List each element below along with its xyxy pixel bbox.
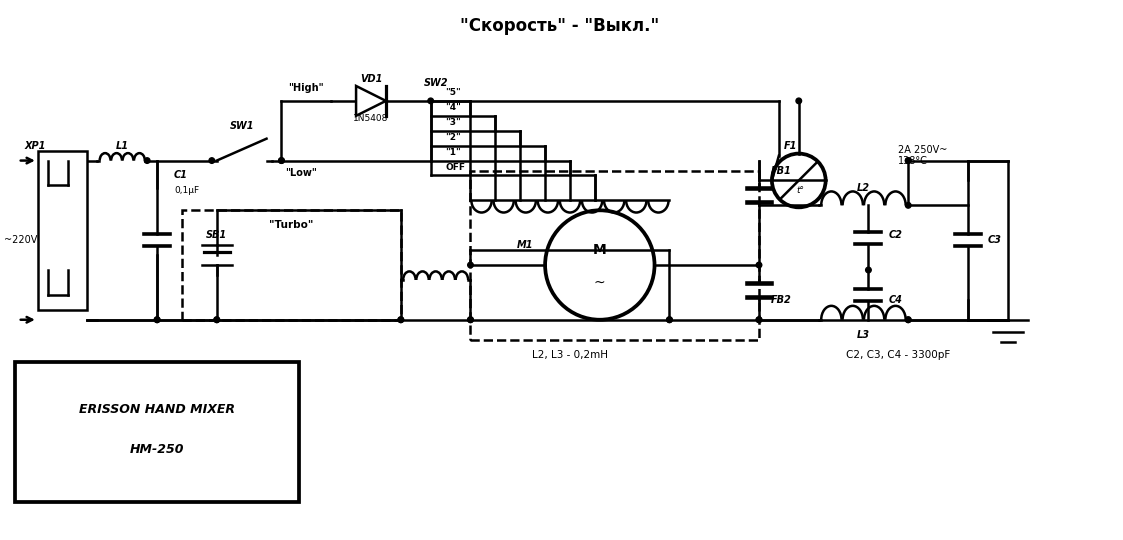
- Text: ~220V: ~220V: [4, 235, 37, 245]
- Text: OFF: OFF: [446, 163, 466, 172]
- FancyBboxPatch shape: [15, 361, 300, 502]
- Circle shape: [905, 158, 911, 164]
- Bar: [38, 151, 88, 310]
- Circle shape: [467, 262, 473, 268]
- Text: C2, C3, C4 - 3300pF: C2, C3, C4 - 3300pF: [846, 349, 950, 360]
- Text: VD1: VD1: [359, 74, 382, 84]
- Text: C1: C1: [174, 171, 188, 180]
- Circle shape: [905, 317, 911, 322]
- Circle shape: [905, 158, 911, 164]
- Circle shape: [667, 317, 673, 322]
- Text: M1: M1: [517, 240, 533, 250]
- Text: "5": "5": [446, 89, 462, 97]
- Circle shape: [154, 317, 159, 322]
- Circle shape: [214, 317, 220, 322]
- Circle shape: [145, 158, 150, 164]
- Circle shape: [467, 317, 473, 322]
- Text: SW2: SW2: [423, 78, 448, 88]
- Circle shape: [905, 317, 911, 322]
- Circle shape: [398, 317, 403, 322]
- Circle shape: [398, 317, 403, 322]
- Circle shape: [428, 98, 433, 104]
- Circle shape: [279, 158, 284, 164]
- Text: 1N5408: 1N5408: [354, 114, 389, 123]
- Text: L2: L2: [857, 184, 870, 193]
- Polygon shape: [356, 86, 386, 116]
- Text: "4": "4": [446, 103, 462, 112]
- Text: "2": "2": [446, 133, 462, 142]
- Text: "Low": "Low": [285, 167, 318, 178]
- Circle shape: [905, 202, 911, 208]
- Text: "3": "3": [446, 118, 462, 127]
- Circle shape: [866, 267, 871, 273]
- Circle shape: [756, 262, 761, 268]
- Text: C3: C3: [988, 235, 1002, 245]
- Circle shape: [796, 98, 802, 104]
- Circle shape: [209, 158, 214, 164]
- Circle shape: [279, 158, 284, 164]
- Text: FB2: FB2: [770, 295, 792, 305]
- Text: 2A 250V~
138°C: 2A 250V~ 138°C: [898, 145, 948, 166]
- Circle shape: [154, 317, 159, 322]
- Text: HM-250: HM-250: [130, 443, 184, 456]
- Text: FB1: FB1: [770, 166, 792, 176]
- Text: C4: C4: [888, 295, 902, 305]
- Text: "1": "1": [446, 148, 462, 157]
- Text: M: M: [593, 243, 606, 257]
- Text: F1: F1: [784, 140, 797, 151]
- Text: "Turbo": "Turbo": [270, 220, 313, 230]
- Text: "Скорость" - "Выкл.": "Скорость" - "Выкл.": [460, 17, 659, 35]
- Circle shape: [467, 317, 473, 322]
- Circle shape: [214, 317, 220, 322]
- Text: XP1: XP1: [24, 140, 45, 151]
- Text: L2, L3 - 0,2mH: L2, L3 - 0,2mH: [532, 349, 608, 360]
- Text: t°: t°: [797, 186, 805, 195]
- Circle shape: [667, 317, 673, 322]
- Text: SB1: SB1: [207, 230, 227, 240]
- Text: "High": "High": [289, 83, 325, 93]
- Text: L3: L3: [857, 329, 870, 340]
- Text: SW1: SW1: [229, 121, 254, 131]
- Text: L1: L1: [116, 140, 129, 151]
- Text: ERISSON HAND MIXER: ERISSON HAND MIXER: [79, 403, 235, 416]
- Text: C2: C2: [888, 230, 902, 240]
- Text: 0,1μF: 0,1μF: [174, 186, 199, 195]
- Text: ~: ~: [594, 276, 605, 290]
- Circle shape: [756, 317, 761, 322]
- Circle shape: [756, 317, 761, 322]
